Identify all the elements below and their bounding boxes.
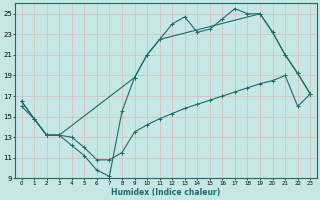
X-axis label: Humidex (Indice chaleur): Humidex (Indice chaleur) bbox=[111, 188, 220, 197]
